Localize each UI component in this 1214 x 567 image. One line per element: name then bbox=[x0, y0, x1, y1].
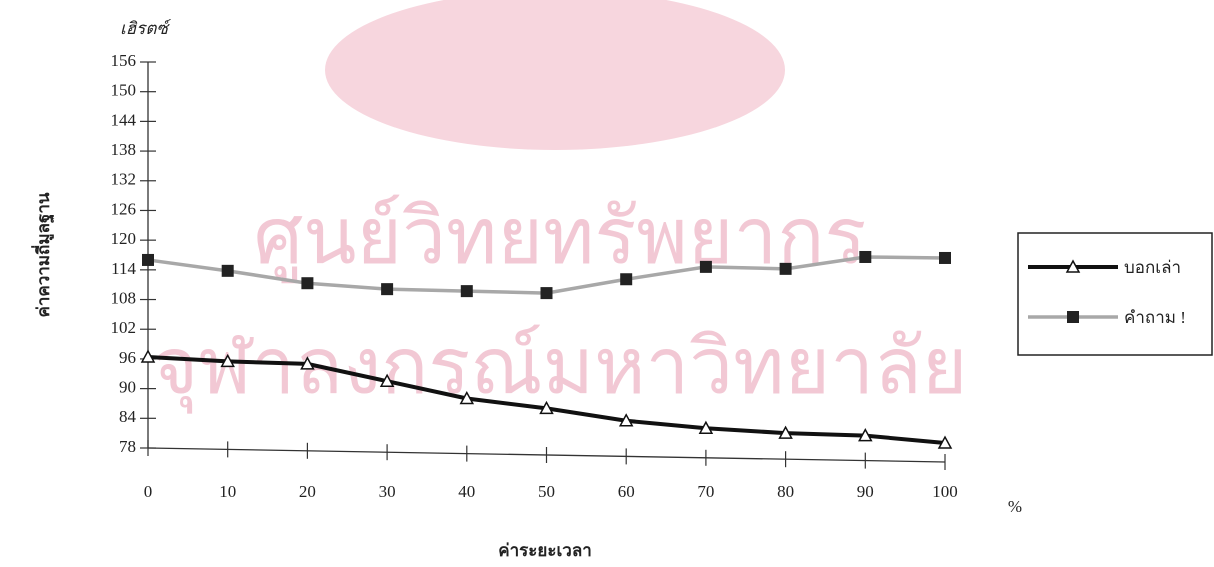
y-tick-label: 114 bbox=[111, 259, 136, 278]
point-marker bbox=[300, 356, 315, 370]
point-marker bbox=[698, 420, 714, 434]
point-marker bbox=[778, 425, 793, 439]
y-tick-label: 126 bbox=[111, 199, 137, 218]
y-tick-label: 102 bbox=[111, 318, 137, 337]
legend-label: บอกเล่า bbox=[1124, 258, 1181, 277]
x-axis-label: ค่าระยะเวลา bbox=[498, 541, 592, 560]
point-marker bbox=[1065, 259, 1081, 273]
y-tick-label: 90 bbox=[119, 378, 136, 397]
point-marker bbox=[618, 413, 634, 427]
y-tick-label: 150 bbox=[111, 81, 137, 100]
point-marker bbox=[142, 253, 154, 266]
point-marker bbox=[699, 260, 712, 273]
y-tick-label: 138 bbox=[111, 140, 137, 159]
point-marker bbox=[779, 262, 792, 275]
point-marker bbox=[620, 273, 633, 286]
y-tick-label: 108 bbox=[111, 288, 137, 307]
point-marker bbox=[460, 285, 473, 298]
y-axis-label: ค่าความถี่มูลฐาน bbox=[31, 192, 55, 317]
point-marker bbox=[220, 353, 235, 368]
point-marker bbox=[1067, 311, 1079, 323]
y-tick-label: 156 bbox=[111, 51, 137, 70]
x-tick-label: 80 bbox=[777, 482, 794, 501]
y-tick-label: 78 bbox=[119, 437, 136, 456]
x-tick-label: 0 bbox=[144, 482, 153, 501]
watermark-seal bbox=[325, 0, 785, 150]
point-marker bbox=[859, 250, 872, 263]
point-marker bbox=[540, 287, 553, 300]
point-marker bbox=[858, 428, 873, 442]
y-tick-label: 96 bbox=[119, 348, 136, 367]
x-tick-label: 60 bbox=[618, 482, 635, 501]
y-tick-label: 120 bbox=[111, 229, 137, 248]
x-tick-label: 10 bbox=[219, 482, 236, 501]
x-tick-label: 40 bbox=[458, 482, 475, 501]
point-marker bbox=[221, 264, 234, 277]
y-unit: เฮิรตซ์ bbox=[120, 19, 172, 38]
y-tick-label: 132 bbox=[111, 170, 137, 189]
point-marker bbox=[459, 390, 475, 405]
point-marker bbox=[301, 277, 314, 290]
point-marker bbox=[937, 435, 953, 449]
x-unit: % bbox=[1008, 497, 1022, 516]
x-tick-label: 70 bbox=[697, 482, 714, 501]
x-tick-label: 20 bbox=[299, 482, 316, 501]
point-marker bbox=[140, 349, 156, 363]
point-marker bbox=[379, 373, 395, 387]
point-marker bbox=[381, 283, 394, 296]
x-tick-label: 50 bbox=[538, 482, 555, 501]
point-marker bbox=[539, 400, 554, 415]
point-marker bbox=[939, 251, 951, 264]
y-tick-label: 84 bbox=[119, 407, 137, 426]
legend-box bbox=[1017, 232, 1213, 356]
x-tick-label: 30 bbox=[379, 482, 396, 501]
legend-label: คำถาม ! bbox=[1124, 308, 1186, 327]
y-tick-label: 144 bbox=[111, 110, 137, 129]
x-tick-label: 100 bbox=[932, 482, 958, 501]
x-tick-label: 90 bbox=[857, 482, 874, 501]
watermark-text: จุฬาลงกรณ์มหาวิทยาลัย bbox=[152, 323, 967, 414]
